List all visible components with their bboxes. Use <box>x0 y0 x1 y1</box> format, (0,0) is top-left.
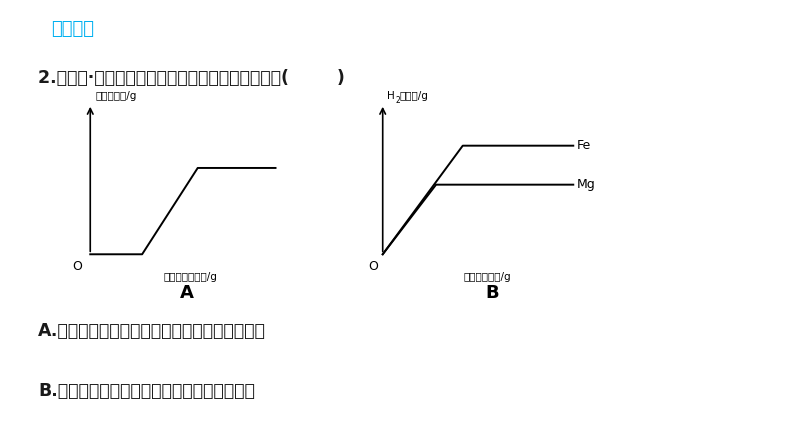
Text: B: B <box>485 284 499 302</box>
Text: H: H <box>387 91 395 101</box>
Text: 2: 2 <box>395 96 400 105</box>
Text: 沉淠的质量/g: 沉淠的质量/g <box>96 91 137 101</box>
Text: 的质量/g: 的质量/g <box>400 91 429 101</box>
Text: Fe: Fe <box>577 139 592 152</box>
Text: Mg: Mg <box>577 178 596 191</box>
Text: 稀盐酸的质量/g: 稀盐酸的质量/g <box>464 272 511 283</box>
Text: O: O <box>368 260 378 273</box>
Text: A.　向一定质量的氯化钙溶液中加入碗鑳钓溶液: A. 向一定质量的氯化钙溶液中加入碗鑳钓溶液 <box>38 322 266 340</box>
Text: 滚动专题: 滚动专题 <box>52 20 94 38</box>
Text: B.　分别向足量的稀盐酸中加等质量的铁和镁: B. 分别向足量的稀盐酸中加等质量的铁和镁 <box>38 382 255 400</box>
Text: 2.【中考·绥化】下列图像能正确反映对应操作的是(        ): 2.【中考·绥化】下列图像能正确反映对应操作的是( ) <box>38 69 345 87</box>
Text: A: A <box>179 284 194 302</box>
Text: O: O <box>72 260 83 273</box>
Text: 碗酸钓溶液质量/g: 碗酸钓溶液质量/g <box>164 272 218 283</box>
